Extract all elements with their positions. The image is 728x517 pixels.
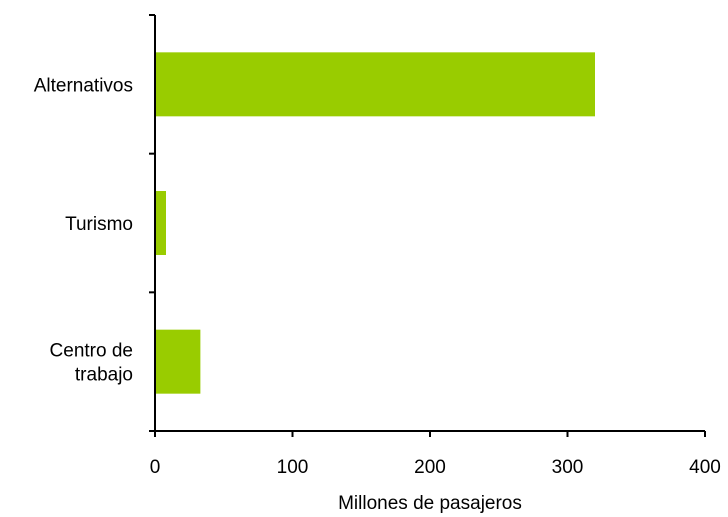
bar-0 — [155, 52, 595, 117]
category-label-1: Turismo — [65, 214, 133, 235]
bars-group — [155, 52, 595, 394]
category-label-0: Alternativos — [34, 75, 133, 96]
category-label-2: Centro de trabajo — [50, 341, 133, 386]
x-tick-labels-group: 0 100 200 300 400 — [150, 457, 721, 478]
bar-2 — [155, 329, 201, 394]
x-ticks-group — [154, 431, 706, 437]
x-axis-title: Millones de pasajeros — [338, 493, 522, 514]
category-labels-group: Alternativos Turismo Centro de trabajo — [34, 75, 133, 385]
x-tick-label-2: 200 — [414, 457, 446, 478]
x-tick-label-0: 0 — [150, 457, 161, 478]
x-tick-label-3: 300 — [552, 457, 584, 478]
x-tick-label-1: 100 — [277, 457, 309, 478]
bar-1 — [155, 191, 166, 255]
x-tick-label-4: 400 — [689, 457, 721, 478]
